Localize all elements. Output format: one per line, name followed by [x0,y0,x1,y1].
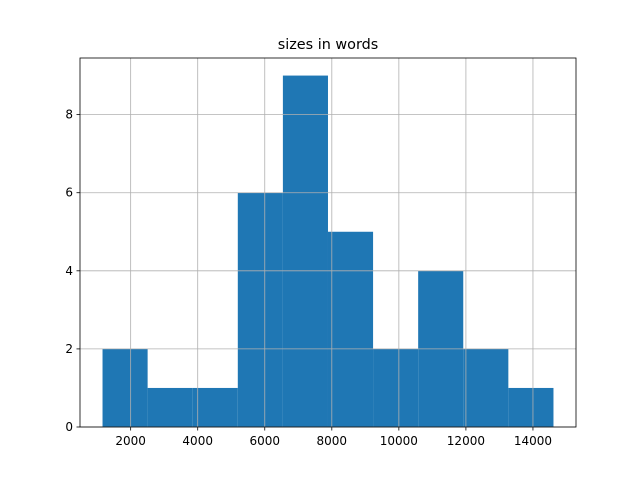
bar [102,348,148,427]
bar [327,231,374,427]
bar [373,348,419,427]
bar [282,75,328,428]
x-tick-label: 14000 [514,434,552,448]
y-tick-label: 4 [65,264,73,278]
bar [192,387,238,427]
x-tick-label: 6000 [249,434,280,448]
bar [508,387,554,427]
bar [237,192,283,427]
x-tick-label: 4000 [182,434,213,448]
chart-title: sizes in words [278,37,379,53]
plot-frame [79,57,577,428]
y-tick-label: 2 [65,342,73,356]
bar [147,387,193,427]
y-tick-label: 0 [65,420,73,434]
bar [463,348,509,427]
x-tick-label: 10000 [380,434,418,448]
x-tick-label: 2000 [115,434,146,448]
x-tick-label: 8000 [317,434,348,448]
y-tick-label: 8 [65,108,73,122]
x-tick-label: 12000 [447,434,485,448]
y-tick-label: 6 [65,186,73,200]
